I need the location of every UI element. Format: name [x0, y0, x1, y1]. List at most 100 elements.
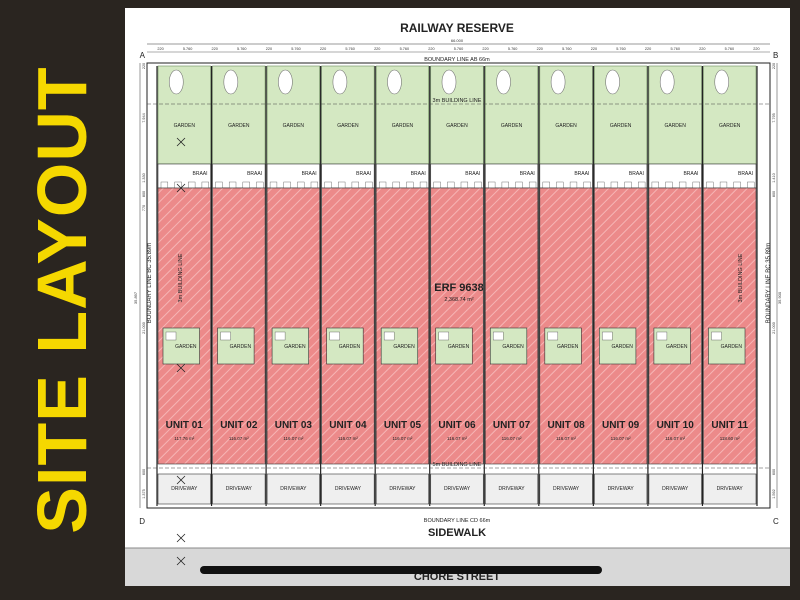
unit-area: 116.07 m² [447, 436, 467, 441]
unit-name: UNIT 08 [547, 420, 585, 431]
wall-segment [160, 181, 169, 189]
garden-label: GARDEN [501, 123, 523, 129]
courtyard-garden-label: GARDEN [612, 344, 634, 350]
wall-segment [338, 181, 346, 189]
wall-segment [406, 181, 414, 189]
wall-segment [597, 181, 605, 189]
tree-icon [329, 331, 340, 341]
tree-icon [493, 331, 504, 341]
top-dimension: 220 [645, 47, 651, 51]
garden-label: GARDEN [174, 123, 196, 129]
unit-name: UNIT 04 [329, 420, 367, 431]
braai-label: BRAAI [629, 171, 644, 177]
right-dimension: 7.795 [772, 113, 776, 123]
erf-area: 2,368.74 m² [444, 297, 474, 303]
unit-area: 116.07 m² [611, 436, 631, 441]
tree-icon [496, 69, 511, 95]
unit-area: 116.07 m² [392, 436, 412, 441]
top-dimension: 5.760 [616, 47, 626, 51]
left-dimension: 220 [142, 63, 146, 69]
unit-10: GARDEN BRAAI GARDEN UNIT 10 116.07 m² DRIVEWA… [648, 65, 702, 505]
unit-name: UNIT 01 [166, 420, 204, 431]
right-dimension: 220 [772, 63, 776, 69]
garden-area [703, 65, 757, 165]
unit-name: UNIT 05 [384, 420, 422, 431]
corner-c: C [773, 517, 779, 526]
top-dimension: 5.760 [725, 47, 735, 51]
garden-label: GARDEN [228, 123, 250, 129]
unit-8: GARDEN BRAAI GARDEN UNIT 08 116.07 m² DRIVEWA… [539, 65, 593, 505]
courtyard-garden-label: GARDEN [393, 344, 415, 350]
driveway [157, 473, 211, 505]
top-dimension: 220 [157, 47, 163, 51]
driveway-label: DRIVEWAY [662, 486, 689, 492]
top-dimension: 5.760 [183, 47, 193, 51]
wall-segment [556, 181, 564, 189]
site-plan-drawing: CHORE STREET RAILWAY RESERVE 66.000 BOUN… [125, 8, 790, 586]
tree-icon [274, 331, 286, 341]
right-dimension: 1.592 [772, 489, 776, 499]
garden-label: GARDEN [392, 123, 414, 129]
garden-label: GARDEN [719, 123, 741, 129]
top-dimension: 5.760 [400, 47, 410, 51]
left-dimension: 1.330 [142, 173, 146, 183]
wall-segment [488, 181, 496, 189]
unit-name: UNIT 06 [438, 420, 476, 431]
driveway-label: DRIVEWAY [717, 486, 744, 492]
tree-icon [714, 69, 730, 95]
sidewalk-label: SIDEWALK [428, 527, 486, 539]
unit-building [484, 187, 539, 465]
unit-area: 116.07 m² [338, 436, 358, 441]
wall-segment [747, 181, 755, 189]
unit-name: UNIT 11 [711, 420, 748, 431]
wall-segment [474, 181, 482, 189]
top-dimension: 220 [699, 47, 705, 51]
driveway [703, 473, 757, 505]
unit-11: GARDEN BRAAI GARDEN UNIT 11 118.60 m² DRIVEWA… [703, 65, 757, 505]
wall-segment [719, 181, 728, 189]
building-line-5m-label: 5m BUILDING LINE [433, 462, 482, 468]
tree-icon [656, 331, 668, 341]
courtyard-garden-label: GARDEN [557, 344, 579, 350]
wall-segment [528, 181, 537, 189]
wall-segment [651, 181, 659, 189]
left-dimension: 7.944 [142, 113, 146, 123]
driveway-label: DRIVEWAY [553, 486, 580, 492]
driveway [539, 473, 593, 505]
top-dimension: 5.760 [670, 47, 680, 51]
top-dimension: 5.760 [237, 47, 247, 51]
corner-b: B [773, 51, 778, 60]
left-dimension: 770 [142, 205, 146, 211]
wall-segment [201, 181, 209, 189]
wall-segment [569, 181, 578, 189]
driveway-label: DRIVEWAY [280, 486, 307, 492]
garden-area [539, 65, 593, 165]
wall-segment [310, 181, 319, 189]
unit-7: GARDEN BRAAI GARDEN UNIT 07 116.07 m² DRIVEWA… [484, 65, 539, 505]
wall-segment [460, 181, 469, 189]
tree-icon [383, 331, 395, 341]
unit-building [594, 187, 648, 465]
wall-segment [624, 181, 632, 189]
tree-icon [659, 69, 675, 95]
left-depth-dim: 35.897 [133, 291, 138, 304]
building-line-3m-left-label: 3m BUILDING LINE [178, 253, 184, 302]
top-dimension: 220 [591, 47, 597, 51]
wall-segment [256, 181, 264, 189]
tree-icon [605, 69, 620, 95]
wall-segment [665, 181, 673, 189]
wall-segment [501, 181, 509, 189]
wall-segment [692, 181, 700, 189]
unit-building [157, 187, 211, 465]
top-dimension: 220 [320, 47, 326, 51]
driveway [594, 473, 648, 505]
braai-label: BRAAI [520, 171, 535, 177]
top-dimension: 220 [428, 47, 434, 51]
sidebar: SITE LAYOUT [0, 0, 125, 600]
wall-segment [269, 181, 278, 189]
tree-icon [547, 331, 559, 341]
right-dimension: 800 [772, 191, 776, 197]
left-dimension: 21.000 [142, 322, 146, 334]
erf-label: ERF 9638 [434, 282, 484, 294]
unit-6: GARDEN BRAAI GARDEN UNIT 06 116.07 m² DRIVEWA… [430, 65, 484, 505]
